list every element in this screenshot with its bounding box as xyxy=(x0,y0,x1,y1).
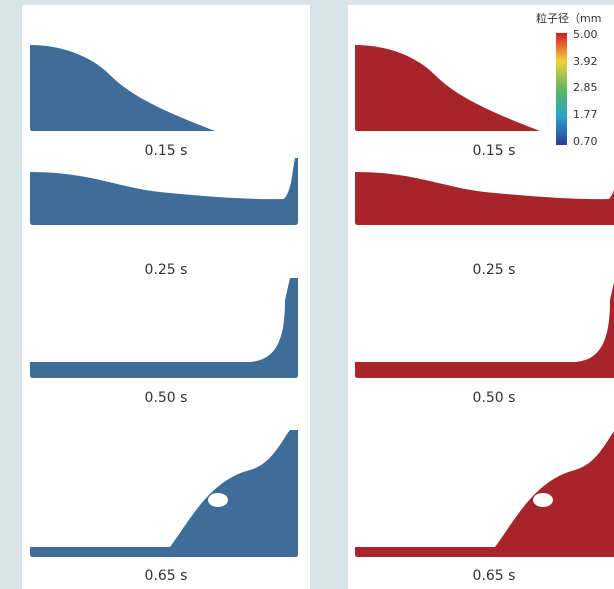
time-label: 0.50 s xyxy=(145,390,188,406)
time-label: 0.15 s xyxy=(473,143,516,159)
color-tick: 3.92 xyxy=(573,55,598,68)
figure: 0.15 s 0.25 s 0.50 s 0.65 s 0.15 s 0.25 … xyxy=(0,0,614,589)
time-label: 0.15 s xyxy=(145,143,188,159)
time-label: 0.25 s xyxy=(473,262,516,278)
color-tick: 0.70 xyxy=(573,135,598,148)
color-tick: 5.00 xyxy=(573,28,598,41)
time-label: 0.65 s xyxy=(145,568,188,584)
color-tick: 1.77 xyxy=(573,108,598,121)
time-label: 0.25 s xyxy=(145,262,188,278)
color-scale-title: 粒子径（mm xyxy=(536,11,601,25)
time-label: 0.50 s xyxy=(473,390,516,406)
time-label: 0.65 s xyxy=(473,568,516,584)
color-tick: 2.85 xyxy=(573,81,598,94)
color-bar xyxy=(556,33,567,145)
